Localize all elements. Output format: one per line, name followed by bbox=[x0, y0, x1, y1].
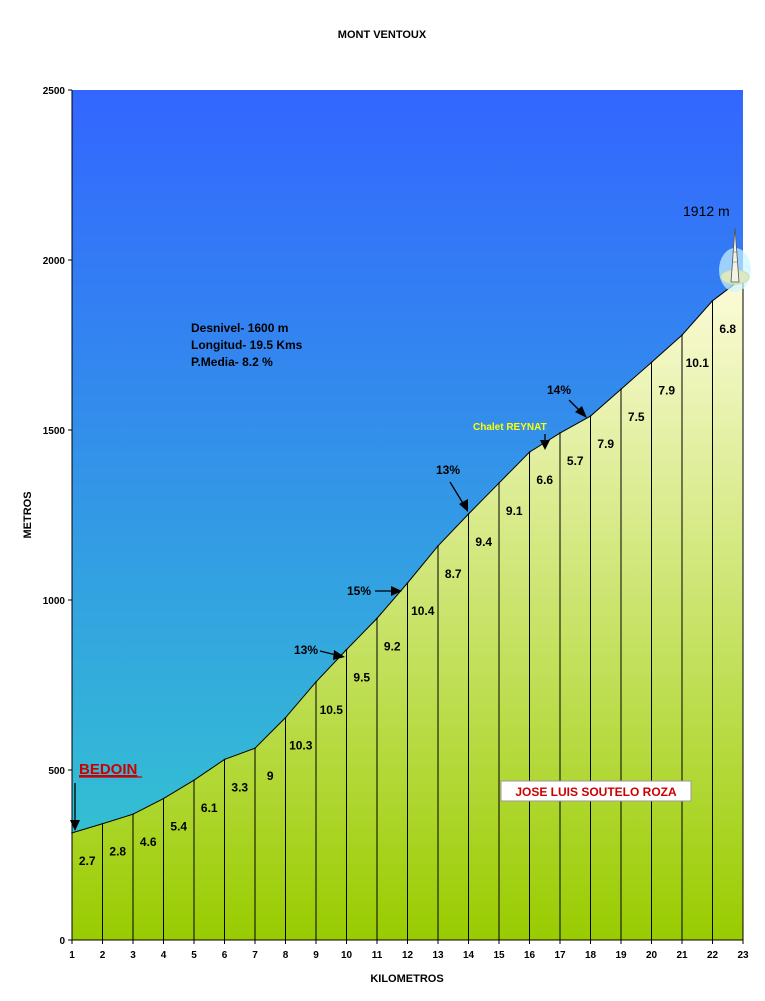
segment-gradient-label: 8.7 bbox=[445, 567, 462, 581]
segment-gradient-label: 5.4 bbox=[170, 820, 187, 834]
chalet-arrow bbox=[540, 434, 550, 450]
info-pmedia: P.Media- 8.2 % bbox=[191, 355, 273, 369]
author-label: JOSE LUIS SOUTELO ROZA bbox=[515, 785, 677, 799]
ramp-arrow-13-b bbox=[449, 481, 468, 512]
x-tick-label: 17 bbox=[554, 950, 566, 961]
chalet-reynat-label: Chalet REYNAT bbox=[473, 422, 547, 433]
segment-gradient-label: 9.1 bbox=[506, 504, 523, 518]
segment-gradient-label: 2.8 bbox=[109, 845, 126, 859]
x-axis-title: KILOMETROS bbox=[370, 973, 443, 985]
y-tick-label: 1500 bbox=[43, 426, 66, 437]
segment-gradient-label: 10.3 bbox=[289, 739, 313, 753]
y-tick-label: 500 bbox=[48, 766, 65, 777]
author-box bbox=[500, 780, 692, 802]
x-tick-label: 9 bbox=[313, 950, 319, 961]
x-tick-label: 1 bbox=[69, 950, 75, 961]
x-tick-label: 7 bbox=[252, 950, 258, 961]
ramp-arrow-13-a bbox=[319, 650, 345, 660]
x-tick-label: 15 bbox=[493, 950, 505, 961]
x-tick-label: 4 bbox=[161, 950, 167, 961]
x-tick-label: 23 bbox=[737, 950, 749, 961]
x-tick-label: 22 bbox=[707, 950, 719, 961]
segment-gradient-label: 2.7 bbox=[79, 854, 96, 868]
y-axis-title: METROS bbox=[22, 491, 34, 538]
x-tick-label: 6 bbox=[222, 950, 228, 961]
x-tick-label: 8 bbox=[283, 950, 289, 961]
segment-gradient-label: 5.7 bbox=[567, 454, 584, 468]
x-tick-label: 14 bbox=[463, 950, 475, 961]
segment-gradient-label: 9.4 bbox=[475, 535, 492, 549]
x-tick-label: 21 bbox=[676, 950, 688, 961]
segment-gradient-label: 9 bbox=[267, 769, 274, 783]
segment-gradient-label: 6.8 bbox=[719, 322, 736, 336]
y-tick-label: 0 bbox=[59, 936, 65, 947]
summit-elevation-label: 1912 m bbox=[683, 203, 730, 219]
ramp-label-14: 14% bbox=[547, 383, 571, 397]
segment-gradient-label: 7.9 bbox=[597, 437, 614, 451]
segment-gradient-label: 4.6 bbox=[140, 835, 157, 849]
segment-gradient-labels: 2.7 2.8 4.6 5.4 6.1 3.3 9 10.3 10.5 9.5 9.2 10.4 8.7… bbox=[79, 322, 737, 868]
x-tick-label: 19 bbox=[615, 950, 627, 961]
ramp-label-13-a: 13% bbox=[294, 643, 318, 657]
x-tick-label: 10 bbox=[341, 950, 353, 961]
ramp-arrow-15 bbox=[375, 586, 402, 596]
segment-gradient-label: 6.6 bbox=[536, 473, 553, 487]
segment-gradient-label: 6.1 bbox=[201, 801, 218, 815]
start-arrow bbox=[70, 783, 80, 831]
x-tick-label: 20 bbox=[646, 950, 658, 961]
x-tick-label: 13 bbox=[432, 950, 444, 961]
chart-title: MONT VENTOUX bbox=[338, 29, 427, 41]
segment-gradient-label: 7.9 bbox=[658, 383, 675, 397]
segment-gradient-label: 10.1 bbox=[686, 356, 710, 370]
info-desnivel: Desnivel- 1600 m bbox=[191, 321, 288, 335]
y-axis-ticks: 0 500 1000 1500 2000 2500 bbox=[43, 86, 72, 947]
info-longitud: Longitud- 19.5 Kms bbox=[191, 338, 303, 352]
y-tick-label: 1000 bbox=[43, 596, 66, 607]
ramp-arrow-14 bbox=[568, 399, 587, 418]
x-tick-label: 18 bbox=[585, 950, 597, 961]
x-tick-label: 5 bbox=[191, 950, 197, 961]
y-tick-label: 2000 bbox=[43, 256, 66, 267]
summit-tower-icon bbox=[719, 227, 751, 292]
start-label-bedoin: BEDOIN bbox=[79, 761, 137, 778]
x-tick-label: 12 bbox=[402, 950, 414, 961]
x-tick-label: 16 bbox=[524, 950, 536, 961]
km-dividers bbox=[102, 277, 744, 940]
x-tick-label: 2 bbox=[100, 950, 106, 961]
ramp-label-15: 15% bbox=[347, 584, 371, 598]
segment-gradient-label: 10.5 bbox=[320, 703, 344, 717]
segment-gradient-label: 9.2 bbox=[384, 639, 401, 653]
x-axis-ticks: 1 2 3 4 5 6 7 8 9 10 11 12 13 14 15 16 17 18 19 20 21 22 23 bbox=[69, 940, 749, 961]
x-tick-label: 11 bbox=[372, 950, 383, 961]
segment-gradient-label: 7.5 bbox=[628, 410, 645, 424]
x-tick-label: 3 bbox=[130, 950, 136, 961]
y-tick-label: 2500 bbox=[43, 86, 66, 97]
segment-gradient-label: 10.4 bbox=[411, 604, 435, 618]
ramp-label-13-b: 13% bbox=[436, 463, 460, 477]
segment-gradient-label: 9.5 bbox=[353, 671, 370, 685]
segment-gradient-label: 3.3 bbox=[231, 780, 248, 794]
